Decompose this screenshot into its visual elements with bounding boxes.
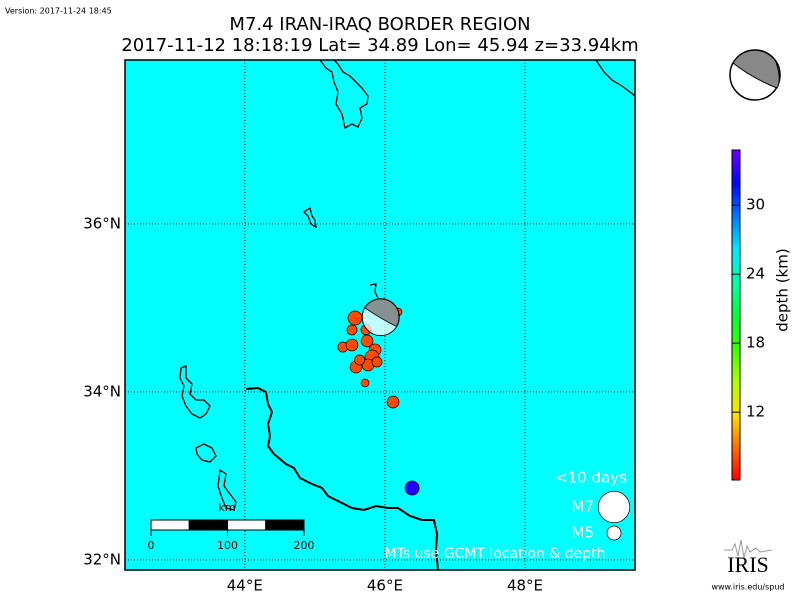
- beachball-icon: [729, 49, 781, 101]
- colorbar-tick-label: 18: [746, 334, 765, 352]
- scale-tick-label: 200: [294, 539, 315, 552]
- legend-symbol: [606, 525, 622, 541]
- lat-tick-label: 32°N: [83, 550, 121, 568]
- version: Version: 2017-11-24 18:45: [5, 7, 112, 16]
- event: [386, 395, 400, 409]
- scale-unit: km: [218, 501, 235, 514]
- note: MTs use GCMT location & depth: [384, 546, 605, 562]
- scale-segment: [227, 519, 267, 531]
- mainshock: [361, 298, 400, 337]
- coastline: [319, 60, 369, 130]
- lon-tick-label: 44°E: [227, 577, 263, 595]
- event: [371, 356, 383, 368]
- scale-tick-label: 100: [217, 539, 238, 552]
- coastline: [595, 60, 635, 97]
- title: M7.4 IRAN-IRAQ BORDER REGION: [229, 14, 530, 35]
- border: [245, 386, 439, 570]
- colorbar-tick-label: 12: [746, 403, 765, 421]
- lat-tick-label: 36°N: [83, 214, 121, 232]
- lake: [217, 468, 237, 511]
- mainshock-quadrant: [364, 298, 400, 327]
- event: [346, 324, 358, 336]
- scale-tick-label: 0: [148, 539, 155, 552]
- lat-tick-label: 34°N: [83, 382, 121, 400]
- subtitle: 2017-11-12 18:18:19 Lat= 34.89 Lon= 45.9…: [121, 35, 638, 56]
- river: [369, 283, 379, 299]
- colorbar-label: depth (km): [774, 248, 792, 331]
- logo: [724, 539, 773, 559]
- map-frame: [124, 59, 636, 571]
- legend-symbol: [597, 490, 631, 524]
- event: [347, 310, 363, 326]
- legend-title: <10 days: [555, 469, 627, 487]
- island: [302, 206, 317, 229]
- colorbar-tick-label: 30: [746, 196, 765, 214]
- event: [354, 354, 366, 366]
- map-layer: [125, 60, 635, 570]
- legend-label: M5: [572, 524, 595, 542]
- legend-label: M7: [572, 498, 595, 516]
- events-layer: [337, 298, 420, 496]
- event: [404, 480, 420, 496]
- logo-url: www.iris.edu/spud: [711, 583, 784, 592]
- lake: [195, 443, 217, 463]
- colorbar: [731, 149, 741, 481]
- event: [360, 378, 370, 388]
- lon-tick-label: 48°E: [507, 577, 543, 595]
- lon-tick-label: 46°E: [367, 577, 403, 595]
- scale-segment: [188, 519, 228, 531]
- scale-segment: [265, 519, 305, 531]
- event: [345, 338, 359, 352]
- colorbar-tick-label: 24: [746, 265, 765, 283]
- lake: [179, 365, 211, 419]
- scale-segment: [150, 519, 190, 531]
- logo-text: IRIS: [727, 552, 769, 577]
